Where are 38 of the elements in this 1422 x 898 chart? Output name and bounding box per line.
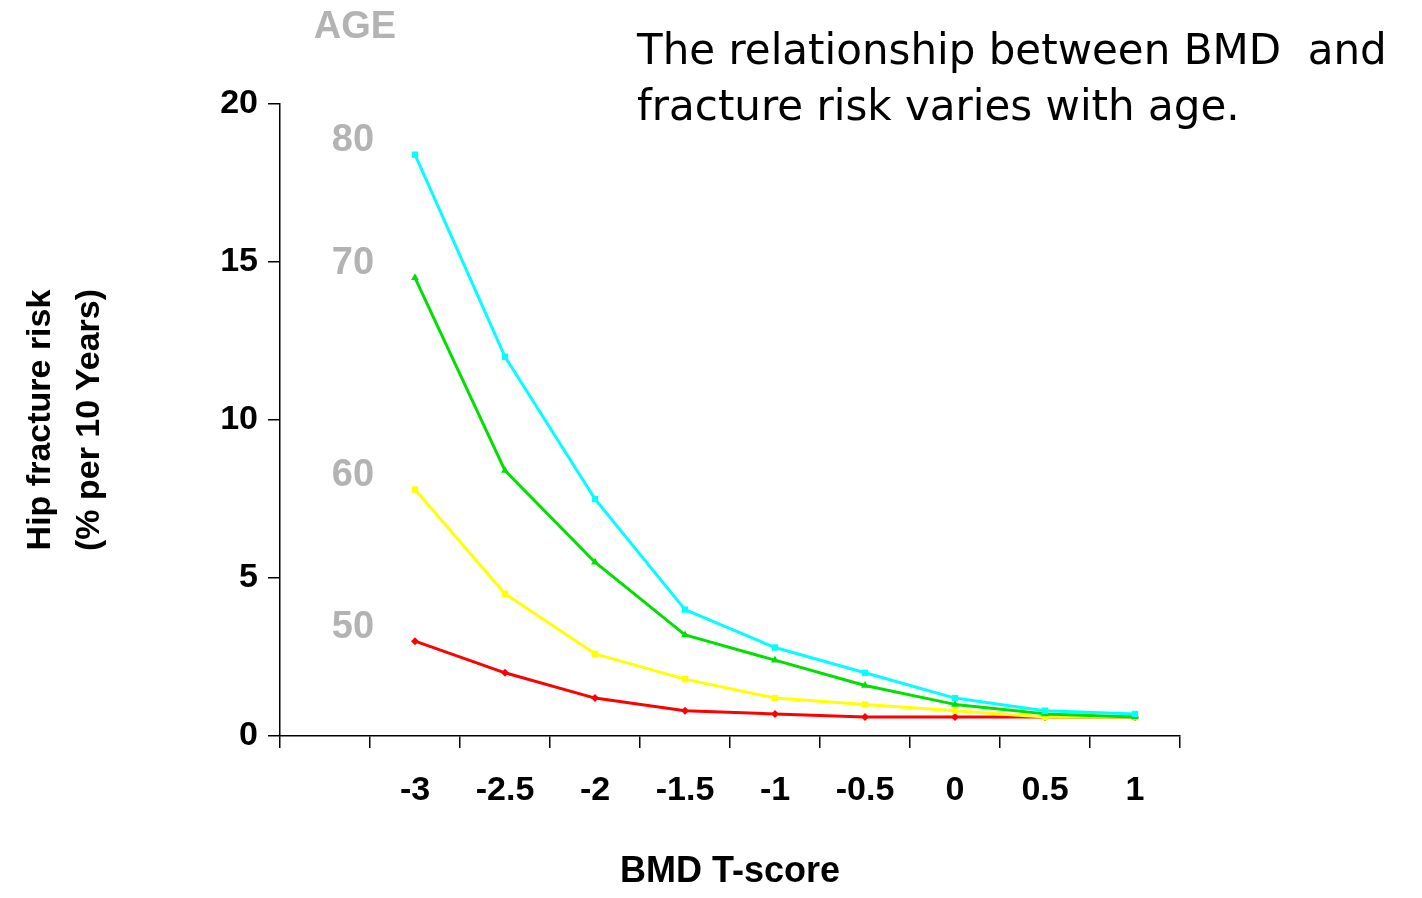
x-tick-label: 0 bbox=[945, 768, 965, 807]
x-tick-label: -1.5 bbox=[655, 768, 715, 807]
point bbox=[681, 706, 689, 715]
series-label: 60 bbox=[331, 452, 375, 494]
point bbox=[861, 713, 869, 722]
series-label: 50 bbox=[331, 603, 375, 646]
x-tick-label: 1 bbox=[1125, 768, 1145, 807]
y-tick-label: 15 bbox=[220, 240, 258, 279]
point bbox=[681, 630, 689, 638]
y-tick-label: 0 bbox=[239, 714, 258, 753]
chart-title: The relationship between BMD and fracture risk varies with age. bbox=[636, 25, 1387, 130]
point bbox=[861, 680, 869, 688]
x-tick-label: -2.5 bbox=[475, 768, 535, 807]
point bbox=[681, 606, 689, 613]
point bbox=[411, 637, 419, 646]
x-tick-label: -3 bbox=[399, 768, 431, 807]
point bbox=[591, 694, 599, 703]
point bbox=[501, 668, 509, 677]
y-tick-label: 20 bbox=[220, 82, 258, 121]
series-label: 70 bbox=[331, 240, 375, 283]
point bbox=[411, 151, 419, 158]
x-tick-label: -2 bbox=[579, 768, 611, 807]
y-tick-label: 10 bbox=[220, 398, 258, 437]
x-tick-label: 0.5 bbox=[1021, 768, 1069, 807]
series-label: 80 bbox=[331, 117, 375, 160]
point bbox=[501, 466, 509, 473]
point bbox=[951, 713, 959, 722]
point bbox=[861, 701, 869, 708]
y-tick-label: 5 bbox=[239, 556, 258, 595]
point bbox=[411, 273, 419, 281]
point bbox=[411, 486, 419, 493]
legend-title: AGE bbox=[313, 4, 397, 47]
x-tick-label: -0.5 bbox=[835, 768, 895, 807]
x-axis-title: BMD T-score bbox=[619, 849, 841, 891]
y-axis-title: Hip fracture risk (% per 10 Years) bbox=[19, 288, 107, 552]
point bbox=[771, 709, 779, 718]
x-tick-label: -1 bbox=[759, 768, 791, 807]
point bbox=[771, 644, 779, 651]
